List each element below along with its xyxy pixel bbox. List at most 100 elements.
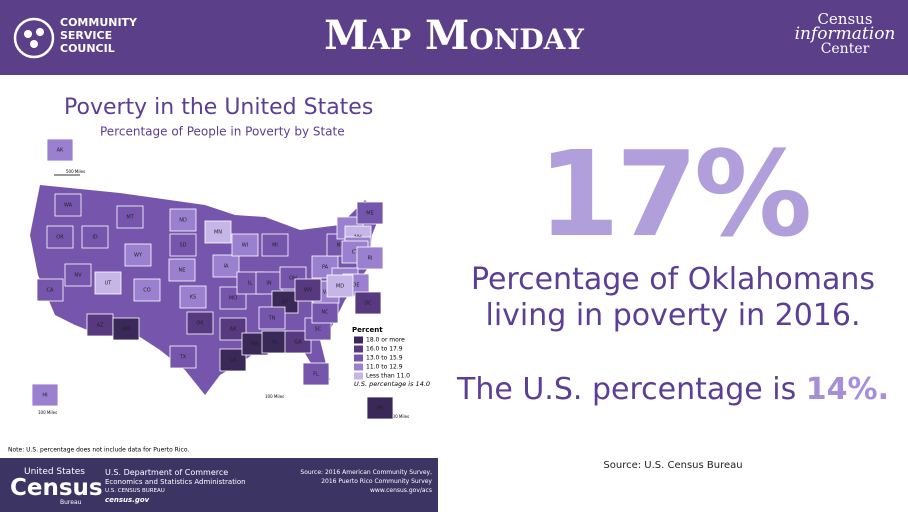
state-label: CO: [143, 288, 150, 294]
state-region: [302, 362, 330, 386]
legend-label: 11.0 to 12.9: [366, 364, 403, 371]
state-label: ID: [92, 235, 97, 241]
legend-swatch: [354, 372, 363, 380]
state-region: [354, 291, 382, 315]
us-note: U.S. percentage is 14.0: [354, 380, 430, 388]
partner-text: Center: [820, 41, 870, 57]
legend-label: Less than 11.0: [366, 373, 410, 380]
map-note: Note: U.S. percentage does not include d…: [8, 447, 189, 454]
org-logo: [13, 17, 55, 59]
state-label: CT: [352, 250, 359, 256]
state-region: [116, 205, 144, 229]
partner-text: information: [794, 24, 896, 44]
state-region: [356, 246, 384, 270]
state-label: AR: [230, 327, 237, 333]
state-label: SD: [179, 243, 186, 249]
state-label: SC: [315, 327, 322, 333]
state-region: [212, 254, 240, 278]
state-region: [133, 278, 161, 302]
state-label: GA: [294, 340, 302, 346]
big-stat: 17%: [537, 125, 812, 263]
state-label: OH: [289, 276, 297, 282]
state-region: [169, 233, 197, 257]
legend-swatch: [354, 345, 363, 353]
state-region: [64, 263, 92, 287]
footer-text: United States: [24, 467, 85, 477]
state-region: [169, 208, 197, 232]
census-footer: United States Census Bureau U.S. Departm…: [0, 458, 438, 512]
state-label: IN: [266, 281, 271, 287]
state-region: [294, 278, 322, 302]
footer-text: U.S. CENSUS BUREAU: [105, 488, 165, 494]
state-region: [94, 271, 122, 295]
legend-label: 18.0 or more: [366, 337, 405, 344]
footer-text: Source: 2016 American Community Survey,: [300, 469, 432, 476]
state-label: AL: [272, 340, 278, 346]
us-value: 14%.: [805, 372, 889, 407]
stat-line: living in poverty in 2016.: [485, 298, 861, 333]
state-label: NY: [337, 243, 345, 249]
state-region: [54, 193, 82, 217]
state-region: [231, 233, 259, 257]
stat-line: Percentage of Oklahomans: [470, 262, 876, 297]
partner-text: Census: [817, 10, 873, 28]
state-label: DC: [364, 301, 372, 307]
state-label: CA: [47, 288, 54, 294]
footer-text: Census: [10, 475, 103, 501]
org-name: COMMUNITY SERVICE COUNCIL: [60, 16, 138, 55]
state-region: [204, 220, 232, 244]
state-label: NM: [122, 327, 130, 333]
us-comparison: The U.S. percentage is 14%.: [438, 372, 908, 407]
state-label: WA: [64, 203, 73, 209]
scale-label: 100 Miles: [38, 410, 57, 415]
state-region: [179, 285, 207, 309]
state-region: [258, 306, 286, 330]
state-label: RI: [368, 256, 373, 262]
state-region: [284, 330, 312, 354]
state-region: [124, 243, 152, 267]
partner-logo: Census information Center: [790, 12, 900, 57]
state-label: HI: [42, 393, 47, 399]
state-label: ND: [179, 218, 187, 224]
legend-swatch: [354, 363, 363, 371]
state-label: AK: [57, 148, 64, 154]
source: Source: U.S. Census Bureau: [603, 460, 743, 471]
state-region: [46, 138, 74, 162]
legend-swatch: [354, 354, 363, 362]
state-label: KS: [190, 295, 196, 301]
legend-label: 16.0 to 17.9: [366, 346, 403, 353]
state-label: ME: [366, 211, 373, 217]
state-region: [112, 317, 140, 341]
state-label: IA: [224, 264, 229, 270]
state-label: MI: [272, 243, 278, 249]
header-bar: COMMUNITY SERVICE COUNCIL Map Monday Cen…: [0, 0, 908, 75]
state-region: [261, 233, 289, 257]
state-region: [31, 383, 59, 407]
state-label: WY: [134, 253, 143, 259]
page-title: Map Monday: [324, 12, 584, 59]
state-region: [168, 258, 196, 282]
legend-title: Percent: [352, 326, 383, 334]
map-title: Poverty in the United States: [64, 95, 373, 120]
state-label: OK: [196, 321, 204, 327]
state-label: IL: [248, 281, 252, 287]
scale-label: 100 Miles: [390, 414, 409, 419]
state-label: WV: [304, 288, 313, 294]
state-region: [311, 255, 339, 279]
state-label: NV: [74, 273, 82, 279]
state-label: MD: [336, 284, 344, 290]
state-label: TX: [179, 355, 187, 361]
state-label: DE: [352, 283, 359, 289]
footer-text: Economics and Statistics Administration: [105, 478, 246, 486]
footer-text: Bureau: [60, 499, 82, 506]
scale-label: 500 Miles: [66, 169, 85, 174]
stat-description: Percentage of Oklahomans living in pover…: [438, 262, 908, 334]
state-label: AZ: [97, 323, 104, 329]
state-region: [186, 311, 214, 335]
state-label: PA: [322, 265, 329, 271]
state-region: [81, 225, 109, 249]
state-label: MN: [214, 230, 222, 236]
legend-label: 13.0 to 15.9: [366, 355, 403, 362]
state-label: MS: [251, 342, 259, 348]
state-label: KY: [282, 300, 289, 306]
